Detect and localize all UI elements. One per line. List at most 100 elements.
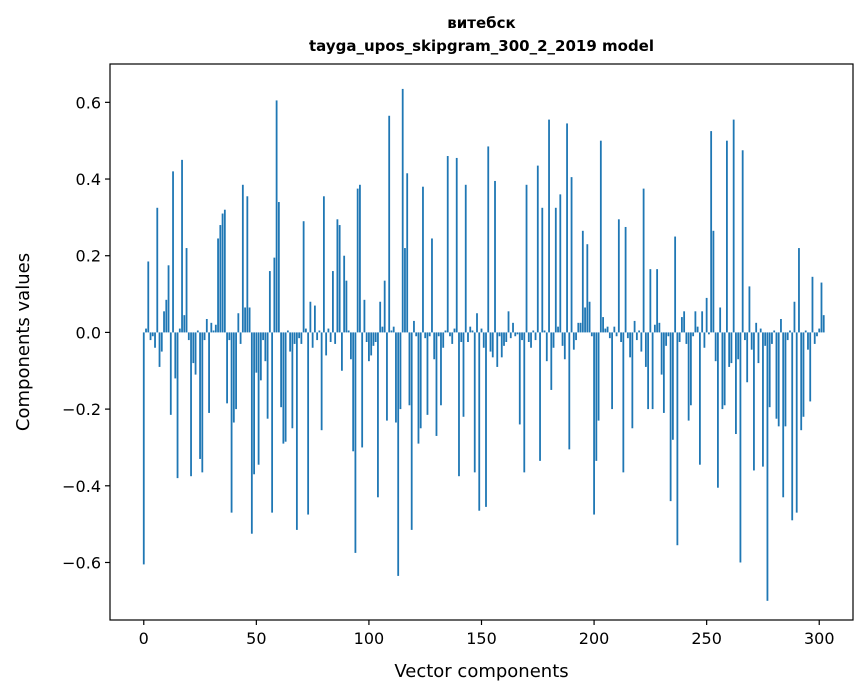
bar-53 — [262, 332, 264, 341]
bar-166 — [516, 332, 519, 335]
bar-272 — [755, 322, 758, 333]
bar-10 — [165, 299, 168, 333]
bar-100 — [368, 332, 370, 362]
bar-259 — [726, 140, 728, 333]
bar-284 — [782, 332, 785, 498]
bar-165 — [514, 332, 517, 337]
bar-44 — [241, 184, 244, 333]
bar-120 — [413, 320, 415, 333]
bar-246 — [696, 326, 699, 333]
bar-143 — [464, 184, 467, 333]
bar-244 — [692, 332, 695, 337]
bar-273 — [757, 332, 760, 364]
bar-88 — [341, 332, 343, 371]
bar-172 — [530, 332, 532, 348]
bar-295 — [807, 332, 809, 350]
bar-275 — [762, 332, 764, 467]
bar-161 — [505, 332, 508, 342]
bar-84 — [332, 271, 334, 333]
bar-293 — [802, 332, 805, 417]
bar-9 — [163, 311, 165, 333]
bar-1 — [145, 328, 147, 333]
bar-50 — [255, 332, 258, 373]
bar-64 — [286, 330, 289, 333]
bar-111 — [392, 326, 395, 333]
bar-144 — [467, 332, 469, 342]
bar-178 — [543, 330, 546, 333]
bar-140 — [458, 332, 460, 477]
bar-294 — [804, 330, 807, 333]
bar-283 — [780, 318, 782, 333]
bar-234 — [669, 332, 672, 502]
bar-240 — [683, 311, 686, 333]
bar-114 — [399, 332, 402, 410]
bar-107 — [383, 280, 386, 333]
x-tick-label: 250 — [691, 629, 722, 648]
bar-154 — [489, 332, 492, 352]
bar-35 — [221, 213, 224, 333]
bar-6 — [156, 207, 159, 333]
bar-56 — [268, 271, 271, 333]
bar-261 — [730, 332, 733, 364]
bar-170 — [525, 184, 528, 333]
bar-131 — [437, 332, 440, 337]
bar-23 — [194, 332, 197, 375]
bar-192 — [575, 332, 577, 341]
bar-280 — [773, 330, 776, 333]
bar-224 — [647, 332, 650, 410]
bar-169 — [523, 332, 526, 473]
bar-133 — [442, 332, 445, 348]
bar-30 — [210, 322, 213, 333]
bar-253 — [712, 230, 715, 333]
bar-263 — [735, 332, 737, 435]
bar-249 — [703, 332, 706, 348]
y-tick-label: 0.2 — [76, 247, 101, 266]
bar-299 — [816, 332, 818, 337]
bar-229 — [658, 322, 661, 333]
bar-90 — [345, 280, 348, 333]
bar-173 — [532, 330, 535, 333]
x-tick-label: 0 — [139, 629, 149, 648]
bar-262 — [732, 119, 735, 333]
bar-222 — [642, 188, 645, 333]
bar-108 — [386, 332, 388, 421]
bar-199 — [590, 332, 593, 337]
bar-213 — [622, 332, 625, 473]
bar-16 — [178, 328, 181, 333]
bar-72 — [304, 328, 307, 333]
bar-242 — [687, 332, 690, 421]
bar-98 — [363, 299, 366, 333]
x-tick-label: 300 — [804, 629, 835, 648]
bar-3 — [149, 332, 152, 341]
y-axis-label: Components values — [13, 253, 34, 431]
bar-45 — [244, 307, 246, 333]
bar-156 — [494, 180, 496, 333]
bar-210 — [615, 332, 618, 337]
bar-55 — [266, 332, 269, 419]
bar-37 — [226, 332, 228, 404]
bar-117 — [406, 173, 409, 333]
bar-24 — [196, 330, 199, 333]
bar-128 — [431, 238, 433, 333]
bar-152 — [485, 332, 487, 507]
bar-267 — [744, 332, 746, 341]
bar-92 — [350, 332, 352, 360]
bar-136 — [449, 332, 451, 337]
bar-271 — [753, 332, 755, 471]
chart-subtitle: tayga_upos_skipgram_300_2_2019 model — [309, 37, 654, 55]
bar-116 — [404, 248, 406, 333]
bar-28 — [205, 318, 208, 333]
bar-89 — [343, 255, 346, 333]
bar-188 — [566, 123, 568, 333]
bar-19 — [185, 248, 188, 333]
bar-206 — [606, 326, 609, 333]
bar-181 — [550, 332, 553, 390]
bar-137 — [451, 332, 454, 344]
bar-217 — [631, 332, 634, 429]
bar-67 — [293, 332, 296, 344]
bar-99 — [365, 332, 368, 342]
bar-38 — [228, 332, 231, 341]
bar-248 — [701, 311, 704, 333]
bar-97 — [361, 332, 364, 448]
